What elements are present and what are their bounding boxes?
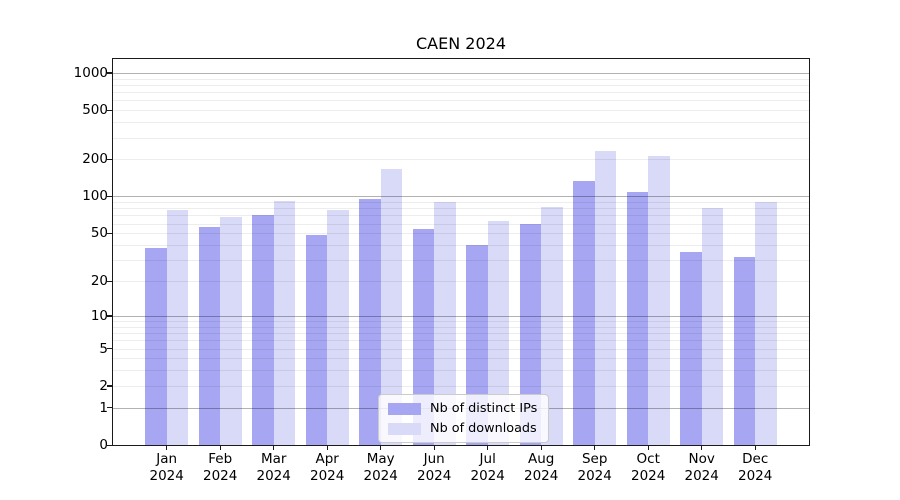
- bar-nb-of-distinct-ips-sep-2024: [573, 180, 595, 445]
- y-tick-label-50: 50: [90, 225, 108, 242]
- y-tick-mark: [107, 195, 113, 198]
- y-tick-mark: [107, 444, 113, 446]
- bar-nb-of-distinct-ips-aug-2024: [519, 223, 542, 445]
- y-tick-mark: [107, 315, 113, 317]
- bar-nb-of-distinct-ips-jun-2024: [412, 229, 435, 445]
- bar-nb-of-downloads-mar-2024: [273, 200, 296, 445]
- x-tick-label-aug-2024: Aug 2024: [524, 451, 559, 484]
- bar-nb-of-distinct-ips-jan-2024: [145, 247, 167, 445]
- y-tick-mark: [107, 232, 113, 234]
- y-tick-label-10: 10: [90, 307, 108, 324]
- y-tick-label-5: 5: [99, 340, 108, 357]
- legend-item-downloads: Nb of downloads: [388, 421, 537, 436]
- x-tick-mark: [166, 445, 168, 450]
- x-tick-mark: [701, 445, 703, 450]
- x-tick-label-feb-2024: Feb 2024: [203, 451, 238, 484]
- x-tick-label-mar-2024: Mar 2024: [256, 451, 291, 484]
- x-tick-mark: [326, 445, 328, 450]
- y-tick-label-500: 500: [82, 102, 108, 119]
- x-tick-label-dec-2024: Dec 2024: [738, 451, 773, 484]
- legend-label-downloads: Nb of downloads: [430, 421, 537, 436]
- x-tick-label-jan-2024: Jan 2024: [149, 451, 184, 484]
- bar-nb-of-distinct-ips-apr-2024: [305, 235, 328, 445]
- bar-nb-of-distinct-ips-oct-2024: [626, 191, 649, 445]
- x-tick-label-may-2024: May 2024: [363, 451, 398, 484]
- chart-title: CAEN 2024: [416, 34, 506, 53]
- bar-nb-of-downloads-jul-2024: [487, 221, 510, 445]
- bar-nb-of-downloads-may-2024: [380, 168, 403, 445]
- x-tick-label-jun-2024: Jun 2024: [417, 451, 452, 484]
- bar-nb-of-downloads-sep-2024: [594, 151, 617, 445]
- y-tick-label-20: 20: [90, 273, 108, 290]
- bar-nb-of-distinct-ips-feb-2024: [198, 227, 221, 445]
- y-tick-mark: [107, 158, 113, 161]
- x-tick-mark: [433, 445, 435, 450]
- x-tick-mark: [647, 445, 649, 450]
- x-tick-mark: [594, 445, 596, 450]
- bar-nb-of-downloads-jun-2024: [434, 202, 456, 445]
- x-tick-label-jul-2024: Jul 2024: [470, 451, 505, 484]
- x-tick-mark: [380, 445, 382, 450]
- bar-nb-of-downloads-apr-2024: [327, 210, 349, 445]
- x-tick-mark: [273, 445, 275, 450]
- y-tick-mark: [107, 407, 113, 409]
- y-tick-mark: [107, 385, 113, 387]
- x-tick-mark: [540, 445, 542, 450]
- y-tick-label-1: 1: [99, 399, 108, 416]
- y-tick-mark: [107, 348, 113, 350]
- bar-nb-of-downloads-oct-2024: [648, 156, 670, 445]
- bar-nb-of-downloads-aug-2024: [541, 207, 563, 445]
- y-tick-label-2: 2: [99, 377, 108, 394]
- x-tick-label-oct-2024: Oct 2024: [631, 451, 666, 484]
- legend-swatch-downloads: [388, 422, 421, 435]
- y-tick-label-200: 200: [82, 151, 108, 168]
- x-tick-label-apr-2024: Apr 2024: [310, 451, 345, 484]
- bars-layer: [113, 59, 809, 445]
- bar-nb-of-downloads-dec-2024: [755, 202, 777, 445]
- legend-swatch-distinct-ips: [388, 402, 421, 415]
- y-tick-label-0: 0: [99, 437, 108, 453]
- y-tick-mark: [107, 109, 113, 111]
- bar-nb-of-downloads-jan-2024: [166, 210, 189, 445]
- x-tick-label-nov-2024: Nov 2024: [684, 451, 719, 484]
- x-tick-label-sep-2024: Sep 2024: [577, 451, 612, 484]
- bar-nb-of-downloads-nov-2024: [701, 208, 724, 445]
- bar-nb-of-distinct-ips-nov-2024: [680, 252, 702, 445]
- bar-nb-of-downloads-feb-2024: [220, 216, 242, 445]
- y-tick-mark: [107, 280, 113, 282]
- y-tick-mark: [107, 72, 113, 74]
- legend: Nb of distinct IPs Nb of downloads: [378, 394, 550, 443]
- x-tick-mark: [487, 445, 489, 450]
- bar-nb-of-distinct-ips-may-2024: [359, 199, 381, 445]
- bar-nb-of-distinct-ips-mar-2024: [252, 215, 274, 445]
- y-tick-label-100: 100: [82, 188, 108, 205]
- x-tick-mark: [219, 445, 221, 450]
- y-tick-label-1000: 1000: [73, 64, 108, 81]
- legend-label-distinct-ips: Nb of distinct IPs: [430, 401, 538, 416]
- bar-nb-of-distinct-ips-dec-2024: [733, 256, 756, 445]
- legend-item-distinct-ips: Nb of distinct IPs: [388, 401, 537, 416]
- x-tick-mark: [754, 445, 756, 450]
